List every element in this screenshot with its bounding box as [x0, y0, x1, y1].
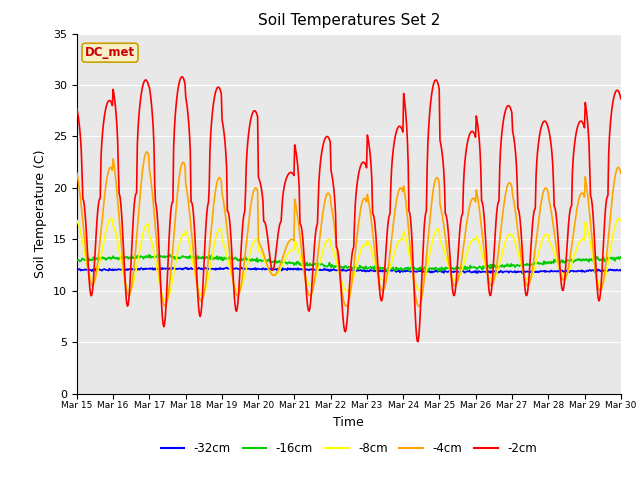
Y-axis label: Soil Temperature (C): Soil Temperature (C)	[35, 149, 47, 278]
X-axis label: Time: Time	[333, 416, 364, 429]
Title: Soil Temperatures Set 2: Soil Temperatures Set 2	[258, 13, 440, 28]
Legend: -32cm, -16cm, -8cm, -4cm, -2cm: -32cm, -16cm, -8cm, -4cm, -2cm	[156, 437, 541, 460]
Text: DC_met: DC_met	[85, 46, 135, 59]
